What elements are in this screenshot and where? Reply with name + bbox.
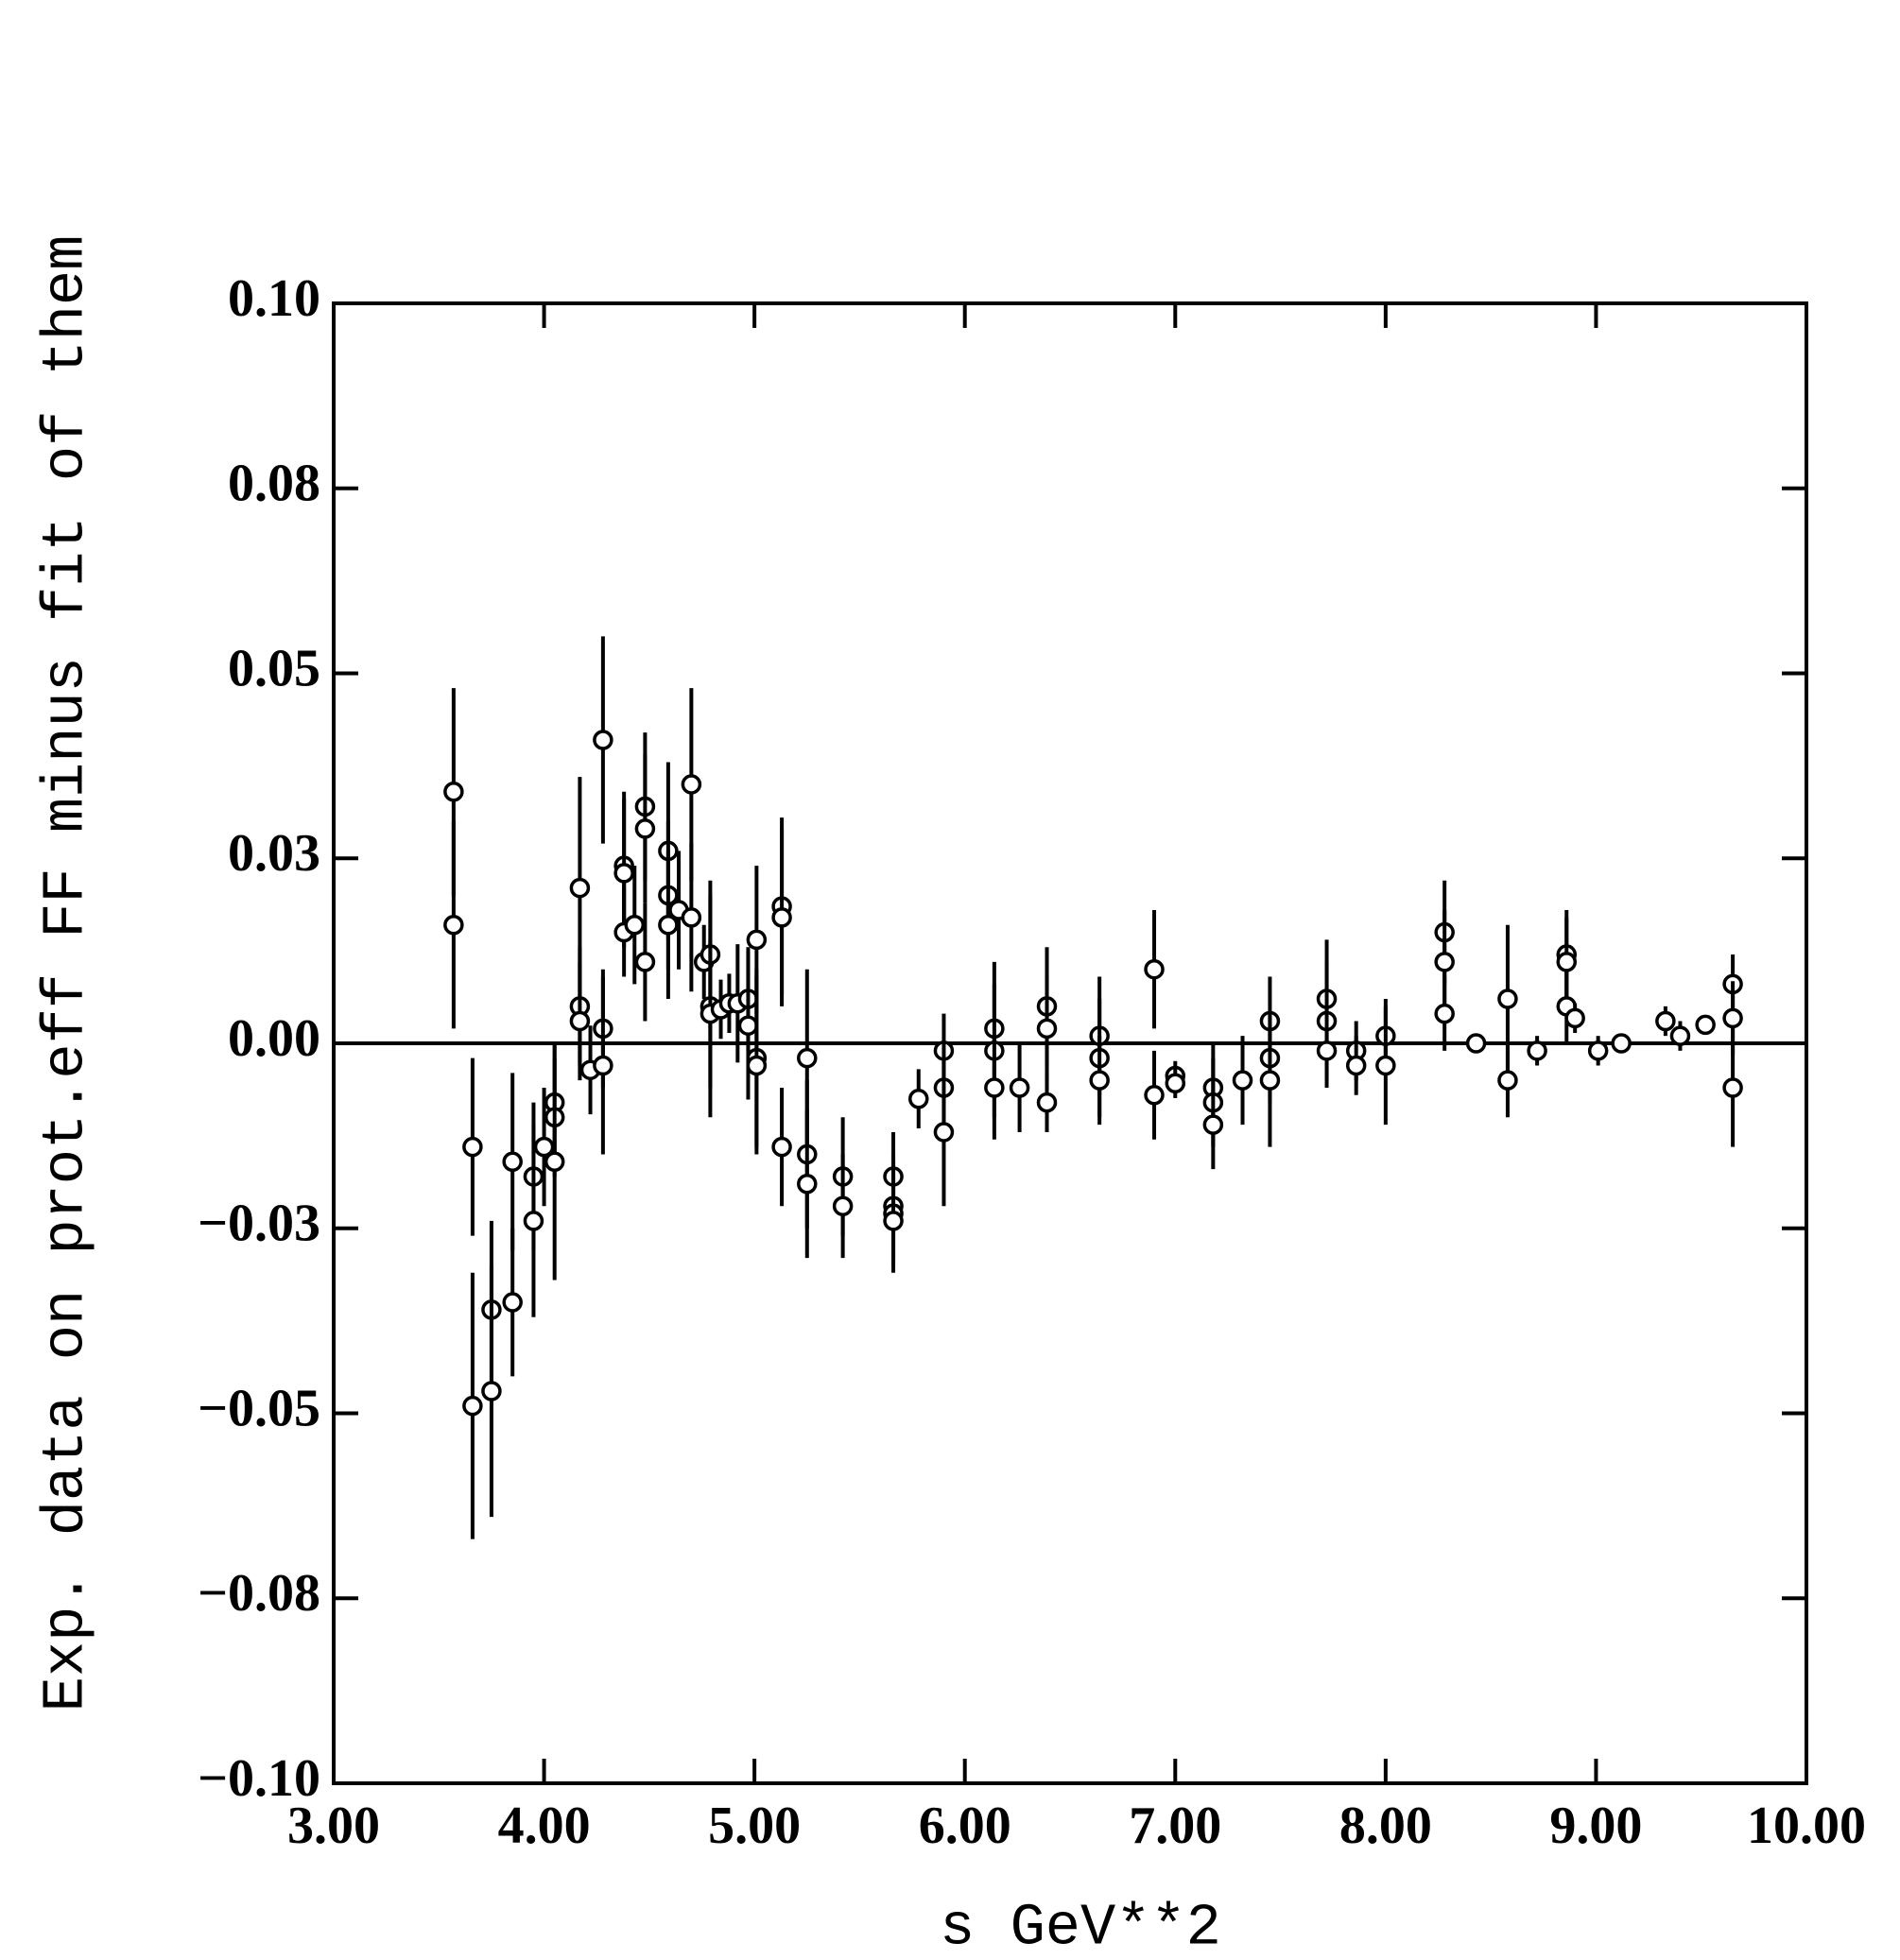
data-point xyxy=(1434,1003,1455,1024)
y-tick-label: 0.05 xyxy=(228,639,320,697)
data-point xyxy=(746,1055,768,1076)
y-tick-label: 0.10 xyxy=(228,269,320,328)
data-point xyxy=(533,1136,555,1158)
data-point xyxy=(1316,1040,1338,1061)
data-point xyxy=(907,1088,929,1109)
data-point xyxy=(569,877,591,899)
data-point xyxy=(1722,1077,1743,1098)
data-point xyxy=(1695,1014,1716,1036)
data-point xyxy=(1497,1070,1518,1091)
y-tick-label: 0.08 xyxy=(228,455,320,513)
y-tick-label: −0.03 xyxy=(198,1195,320,1253)
y-tick-label: 0.03 xyxy=(228,824,320,883)
data-point xyxy=(1009,1077,1030,1098)
data-point xyxy=(1611,1033,1632,1054)
x-tick-label: 9.00 xyxy=(1549,1797,1642,1855)
data-point xyxy=(771,907,792,928)
data-point xyxy=(1144,958,1165,980)
data-point xyxy=(832,1195,854,1217)
data-point xyxy=(569,1010,591,1032)
data-point xyxy=(624,914,646,936)
x-tick-label: 4.00 xyxy=(498,1797,591,1855)
data-point xyxy=(481,1381,502,1401)
data-point xyxy=(1259,1070,1281,1091)
data-point xyxy=(523,1211,544,1231)
data-point xyxy=(634,952,656,972)
data-point xyxy=(933,1122,955,1143)
x-tick-label: 3.00 xyxy=(287,1797,380,1855)
data-point xyxy=(634,818,656,839)
data-point xyxy=(1655,1010,1676,1032)
data-point xyxy=(658,914,679,936)
data-point xyxy=(593,1055,613,1076)
y-tick-label: 0.00 xyxy=(228,1009,320,1068)
data-point xyxy=(443,782,464,802)
data-point xyxy=(1527,1040,1547,1061)
data-point xyxy=(1465,1033,1487,1054)
x-tick-label: 8.00 xyxy=(1339,1797,1432,1855)
data-point xyxy=(1669,1025,1691,1046)
data-point xyxy=(1434,952,1455,972)
data-point xyxy=(1036,1018,1058,1040)
data-point xyxy=(984,1077,1005,1098)
x-axis-label: s GeV**2 xyxy=(940,1894,1221,1960)
data-point xyxy=(681,774,702,795)
data-point xyxy=(737,1015,759,1036)
data-point xyxy=(1722,1007,1743,1029)
data-point xyxy=(593,730,613,750)
data-point xyxy=(1497,989,1518,1009)
x-tick-label: 5.00 xyxy=(708,1797,801,1855)
data-point xyxy=(1564,1007,1585,1029)
data-point xyxy=(681,907,702,928)
data-point xyxy=(462,1395,483,1417)
data-point xyxy=(1144,1085,1165,1106)
x-tick-label: 7.00 xyxy=(1129,1797,1221,1855)
data-point xyxy=(1556,952,1578,972)
data-point xyxy=(883,1211,904,1231)
x-tick-label: 10.00 xyxy=(1747,1797,1866,1855)
data-point xyxy=(1375,1055,1396,1076)
data-point xyxy=(462,1136,483,1158)
data-point xyxy=(797,1047,818,1069)
data-point xyxy=(443,914,464,936)
data-point xyxy=(1232,1070,1253,1091)
x-tick-label: 6.00 xyxy=(919,1797,1011,1855)
data-point xyxy=(502,1292,523,1313)
data-point xyxy=(502,1151,523,1173)
data-point xyxy=(613,863,634,884)
data-point xyxy=(1587,1040,1609,1061)
data-point xyxy=(746,929,768,951)
data-point xyxy=(1089,1070,1110,1091)
y-tick-label: −0.05 xyxy=(198,1379,320,1437)
data-point xyxy=(797,1174,818,1195)
data-point xyxy=(1036,1092,1058,1113)
data-point xyxy=(1345,1055,1367,1076)
data-point xyxy=(1202,1114,1224,1135)
y-axis-label: Exp. data on prot.eff FF minus fit of th… xyxy=(32,235,99,1712)
y-tick-label: −0.10 xyxy=(198,1749,320,1808)
data-point xyxy=(771,1136,792,1158)
data-point xyxy=(544,1151,565,1173)
y-tick-label: −0.08 xyxy=(198,1564,320,1623)
data-point xyxy=(1165,1073,1186,1094)
